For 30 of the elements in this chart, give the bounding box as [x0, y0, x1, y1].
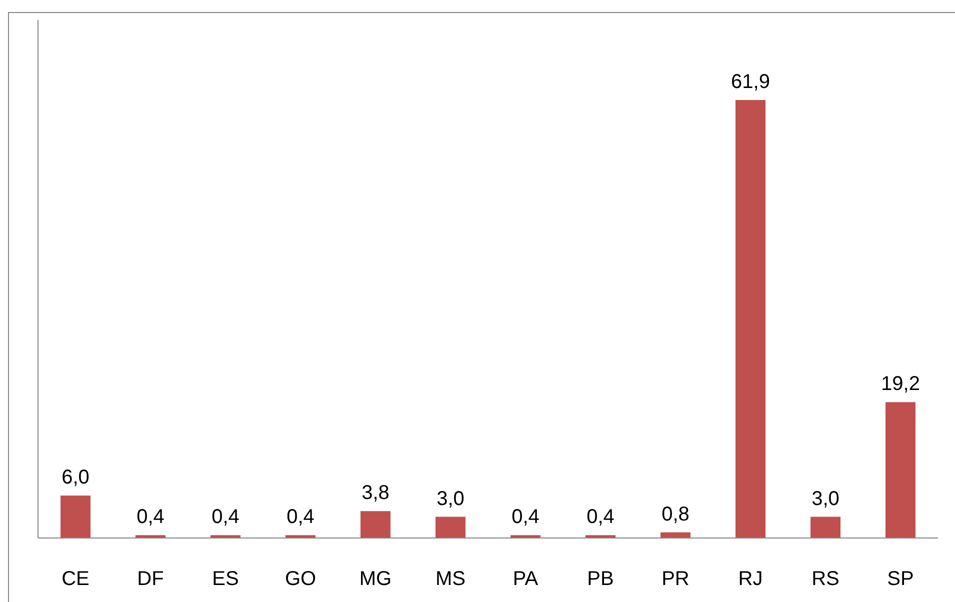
data-label: 0,8 [662, 503, 690, 526]
x-tick-label: RS [812, 568, 840, 590]
data-label: 19,2 [881, 373, 920, 396]
bar [360, 511, 390, 538]
x-tick-label: PA [512, 568, 539, 590]
data-label: 0,4 [286, 506, 314, 528]
x-tick-label: ES [212, 568, 239, 590]
data-label: 0,4 [512, 506, 540, 528]
x-tick-label: DF [137, 568, 164, 590]
x-tick-label: CE [62, 568, 90, 590]
data-label: 61,9 [731, 71, 770, 93]
x-tick-label: MG [359, 568, 392, 590]
bar [886, 402, 916, 538]
bar [60, 496, 90, 538]
data-label: 6,0 [62, 466, 90, 489]
bar [810, 516, 840, 538]
x-tick-label: SP [887, 568, 914, 590]
x-tick-label: PB [587, 568, 614, 590]
x-tick-label: GO [284, 568, 316, 590]
bar [736, 100, 766, 538]
data-label: 3,0 [436, 488, 464, 510]
x-tick-label: MS [436, 568, 466, 590]
data-label: 3,8 [362, 482, 390, 504]
data-label: 0,4 [586, 506, 614, 528]
data-label: 0,4 [212, 506, 240, 528]
x-tick-label: PR [662, 568, 690, 590]
data-label: 3,0 [812, 488, 840, 510]
data-label: 0,4 [136, 506, 164, 528]
bar [436, 516, 466, 538]
x-tick-label: RJ [738, 568, 763, 590]
